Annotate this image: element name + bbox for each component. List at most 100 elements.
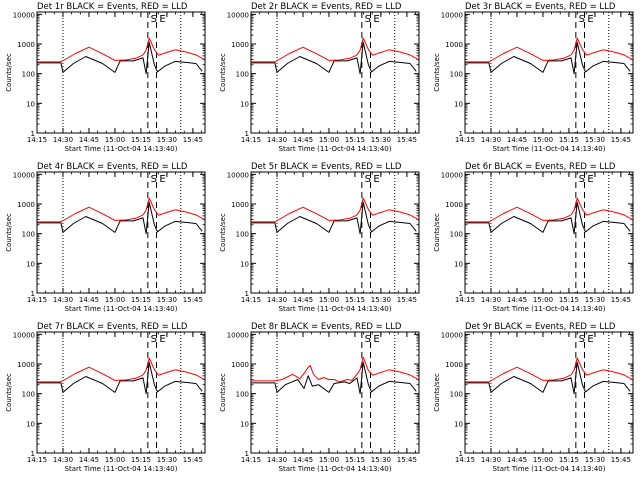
plot-frame — [250, 171, 420, 294]
x-tick-label: 14:30 — [267, 296, 287, 304]
chart-panel: Det 1r BLACK = Events, RED = LLD 1 10 100 10… — [5, 2, 206, 153]
y-tick-label: 1000 — [17, 361, 35, 369]
y-tick-label: 1000 — [231, 361, 249, 369]
x-tick-label: 14:45 — [293, 136, 313, 144]
plot-frame — [36, 171, 206, 294]
x-tick-label: 15:15 — [559, 136, 579, 144]
x-tick-label: 15:45 — [611, 456, 631, 464]
x-axis-label: Start Time (11-Oct-04 14:13:40) — [279, 465, 392, 473]
x-tick-label: 14:15 — [27, 136, 47, 144]
x-tick-label: 15:45 — [611, 296, 631, 304]
x-tick-label: 14:45 — [507, 136, 527, 144]
y-axis-label: Counts/sec — [433, 53, 441, 92]
chart-title: Det 7r BLACK = Events, RED = LLD — [37, 322, 188, 332]
plot-frame — [464, 171, 634, 294]
y-tick-label: 100 — [22, 391, 35, 399]
x-tick-label: 14:15 — [241, 296, 261, 304]
x-tick-label: 15:00 — [105, 136, 125, 144]
x-tick-label: 15:00 — [319, 136, 339, 144]
y-tick-label: 10000 — [441, 11, 463, 19]
time-marker-label: E — [587, 334, 593, 345]
x-tick-label: 15:45 — [397, 456, 417, 464]
y-axis-label: Counts/sec — [219, 53, 227, 92]
lld-series-line — [37, 357, 205, 383]
x-tick-label: 14:30 — [53, 296, 73, 304]
time-marker-label: S — [579, 14, 585, 25]
y-tick-label: 10 — [240, 100, 249, 108]
x-tick-label: 15:30 — [157, 296, 177, 304]
plot-frame — [250, 11, 420, 134]
time-marker-label: S — [151, 174, 157, 185]
x-tick-label: 15:30 — [157, 456, 177, 464]
y-axis-label: Counts/sec — [5, 53, 13, 92]
chart-title: Det 1r BLACK = Events, RED = LLD — [37, 2, 188, 12]
x-tick-label: 14:30 — [481, 296, 501, 304]
events-series-line — [37, 361, 203, 395]
x-tick-label: 14:15 — [241, 456, 261, 464]
chart-title: Det 8r BLACK = Events, RED = LLD — [251, 322, 402, 332]
plot-frame — [464, 331, 634, 454]
chart-panel: Det 6r BLACK = Events, RED = LLD 1 10 100 10… — [433, 162, 634, 313]
x-tick-label: 14:15 — [27, 456, 47, 464]
y-tick-label: 1000 — [445, 201, 463, 209]
x-tick-label: 15:45 — [397, 296, 417, 304]
x-tick-label: 14:15 — [455, 296, 475, 304]
x-tick-label: 15:00 — [533, 136, 553, 144]
x-tick-label: 15:15 — [131, 296, 151, 304]
x-tick-label: 15:15 — [131, 136, 151, 144]
chart-panel: Det 5r BLACK = Events, RED = LLD 1 10 100 10… — [219, 162, 420, 313]
x-tick-label: 15:00 — [533, 296, 553, 304]
x-tick-label: 14:30 — [481, 456, 501, 464]
time-marker-label: E — [587, 174, 593, 185]
y-tick-label: 1 — [459, 290, 463, 298]
x-tick-label: 15:15 — [559, 456, 579, 464]
time-marker-label: E — [587, 14, 593, 25]
chart-panel: Det 4r BLACK = Events, RED = LLD 1 10 100 10… — [5, 162, 206, 313]
time-marker-label: E — [373, 334, 379, 345]
chart-panel: Det 3r BLACK = Events, RED = LLD 1 10 100 10… — [433, 2, 634, 153]
y-tick-label: 1 — [459, 130, 463, 138]
x-tick-label: 14:45 — [79, 296, 99, 304]
y-tick-label: 10 — [454, 260, 463, 268]
time-marker-label: E — [159, 174, 165, 185]
x-tick-label: 14:45 — [507, 456, 527, 464]
x-tick-label: 14:15 — [455, 456, 475, 464]
chart-title: Det 2r BLACK = Events, RED = LLD — [251, 2, 402, 12]
y-tick-label: 10000 — [227, 171, 249, 179]
y-tick-label: 1 — [245, 450, 249, 458]
time-marker-label: S — [579, 174, 585, 185]
time-marker-label: S — [365, 174, 371, 185]
x-tick-label: 15:15 — [345, 456, 365, 464]
plot-frame — [36, 331, 206, 454]
x-tick-label: 14:45 — [507, 296, 527, 304]
x-tick-label: 14:45 — [79, 456, 99, 464]
y-tick-label: 100 — [22, 71, 35, 79]
y-tick-label: 100 — [450, 71, 463, 79]
lld-series-line — [37, 37, 205, 63]
x-tick-label: 15:45 — [397, 136, 417, 144]
y-tick-label: 100 — [236, 391, 249, 399]
lld-series-line — [251, 356, 419, 383]
y-tick-label: 1000 — [445, 361, 463, 369]
x-tick-label: 15:30 — [371, 136, 391, 144]
y-tick-label: 1000 — [231, 201, 249, 209]
chart-title: Det 9r BLACK = Events, RED = LLD — [465, 322, 616, 332]
x-tick-label: 14:15 — [241, 136, 261, 144]
x-tick-label: 14:30 — [267, 456, 287, 464]
y-tick-label: 1000 — [17, 201, 35, 209]
y-tick-label: 10 — [240, 420, 249, 428]
chart-title: Det 3r BLACK = Events, RED = LLD — [465, 2, 616, 12]
y-tick-label: 100 — [450, 391, 463, 399]
x-tick-label: 15:30 — [371, 456, 391, 464]
x-tick-label: 15:30 — [157, 136, 177, 144]
y-tick-label: 10 — [26, 420, 35, 428]
y-tick-label: 10000 — [227, 11, 249, 19]
x-axis-label: Start Time (11-Oct-04 14:13:40) — [493, 305, 606, 313]
x-tick-label: 14:45 — [293, 296, 313, 304]
y-tick-label: 1 — [245, 290, 249, 298]
x-tick-label: 15:30 — [585, 136, 605, 144]
x-axis-label: Start Time (11-Oct-04 14:13:40) — [493, 465, 606, 473]
y-tick-label: 10000 — [13, 171, 35, 179]
lld-series-line — [37, 197, 205, 223]
